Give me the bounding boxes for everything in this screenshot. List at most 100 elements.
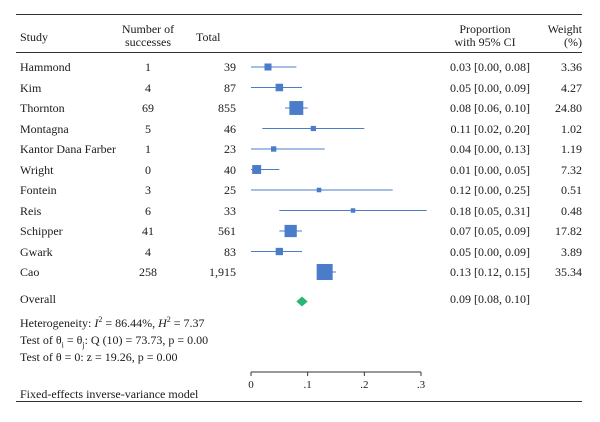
proportion-ci-text: 0.11 [0.02, 0.20]: [450, 121, 530, 136]
header-successes-line2: successes: [125, 35, 171, 49]
total-value: 40: [224, 162, 236, 177]
study-name: Thornton: [20, 101, 65, 115]
header-successes-line1: Number of: [121, 22, 175, 36]
weight-value: 4.27: [561, 80, 582, 95]
successes-value: 4: [145, 80, 151, 95]
header-proportion-line1: Proportion: [459, 22, 511, 36]
study-marker: [350, 208, 356, 213]
successes-value: 5: [145, 121, 151, 136]
weight-value: 3.89: [561, 244, 582, 259]
successes-value: 69: [142, 101, 154, 115]
total-value: 23: [224, 142, 236, 156]
total-value: 39: [224, 60, 236, 74]
successes-value: 6: [145, 203, 151, 218]
successes-value: 1: [145, 60, 151, 74]
weight-value: 35.34: [555, 265, 582, 279]
i2-value: = 86.44%,: [102, 316, 159, 330]
proportion-ci-text: 0.13 [0.12, 0.15]: [450, 265, 530, 279]
study-marker: [252, 165, 262, 174]
proportion-ci-text: 0.07 [0.05, 0.09]: [450, 224, 530, 238]
total-value: 855: [218, 101, 236, 115]
successes-value: 1: [145, 142, 151, 156]
total-value: 1,915: [209, 265, 236, 279]
overall-label: Overall: [20, 292, 56, 306]
study-marker: [316, 187, 322, 193]
successes-value: 41: [142, 224, 154, 238]
overall-ci-text: 0.09 [0.08, 0.10]: [450, 292, 530, 306]
weight-value: 7.32: [561, 162, 582, 177]
total-value: 87: [224, 80, 236, 95]
theta-sub-j: j: [82, 340, 85, 350]
homogeneity-test-line: Test of θi = θj: Q (10) = 73.73, p = 0.0…: [20, 333, 209, 350]
successes-value: 4: [145, 244, 151, 259]
heterogeneity-prefix: Heterogeneity:: [20, 316, 95, 330]
bottom-rule: [16, 401, 582, 402]
top-rule: [16, 14, 582, 15]
h2-symbol: H: [158, 316, 167, 330]
successes-value: 3: [145, 183, 151, 197]
homogeneity-prefix: Test of θ: [20, 333, 62, 347]
proportion-ci-text: 0.18 [0.05, 0.31]: [450, 203, 530, 218]
proportion-ci-text: 0.03 [0.00, 0.08]: [450, 60, 530, 74]
weight-value: 0.48: [561, 203, 582, 218]
study-name: Hammond: [20, 60, 71, 74]
study-marker: [264, 63, 272, 71]
proportion-ci-text: 0.05 [0.00, 0.09]: [450, 80, 530, 95]
study-name: Gwark: [20, 244, 53, 259]
study-name: Kim: [20, 80, 42, 95]
header-rule: [16, 52, 582, 53]
study-name: Kantor Dana Farber: [20, 142, 116, 156]
weight-value: 17.82: [555, 224, 582, 238]
h2-value: = 7.37: [170, 316, 205, 330]
homogeneity-mid: = θ: [63, 333, 83, 347]
proportion-ci-text: 0.05 [0.00, 0.09]: [450, 244, 530, 259]
successes-value: 0: [145, 162, 151, 177]
study-marker: [270, 146, 277, 152]
homogeneity-rest: : Q (10) = 73.73, p = 0.00: [84, 333, 209, 347]
header-weight-line2: (%): [564, 35, 582, 49]
header-total: Total: [196, 30, 221, 44]
proportion-ci-text: 0.04 [0.00, 0.13]: [450, 142, 530, 156]
study-marker: [275, 247, 283, 256]
header-study: Study: [20, 30, 49, 44]
successes-value: 258: [139, 265, 157, 279]
weight-value: 0.51: [561, 183, 582, 197]
overall-diamond: [296, 296, 308, 307]
study-marker: [289, 101, 304, 115]
weight-value: 3.36: [561, 60, 582, 74]
x-tick-label: .2: [360, 379, 368, 391]
study-name: Cao: [20, 265, 40, 279]
study-marker: [275, 83, 284, 92]
study-marker: [310, 125, 316, 132]
theta-sub-i: i: [61, 340, 64, 350]
study-name: Fontein: [20, 183, 57, 197]
weight-value: 1.02: [561, 121, 582, 136]
weight-value: 1.19: [561, 142, 582, 156]
total-value: 83: [224, 244, 236, 259]
study-name: Reis: [20, 203, 42, 218]
model-footer: Fixed-effects inverse-variance model: [20, 387, 199, 401]
heterogeneity-line: Heterogeneity: I2 = 86.44%, H2 = 7.37: [20, 315, 205, 331]
x-tick-label: .1: [304, 379, 312, 391]
total-value: 561: [218, 224, 236, 238]
proportion-ci-text: 0.08 [0.06, 0.10]: [450, 101, 530, 115]
study-name: Montagna: [20, 121, 69, 136]
proportion-ci-text: 0.01 [0.00, 0.05]: [450, 162, 530, 177]
weight-value: 24.80: [555, 101, 582, 115]
study-name: Schipper: [20, 224, 63, 238]
total-value: 25: [224, 183, 236, 197]
x-tick-label: .3: [417, 379, 426, 391]
proportion-ci-text: 0.12 [0.00, 0.25]: [450, 183, 530, 197]
i2-superscript: 2: [98, 315, 103, 324]
i2-symbol: I: [94, 316, 99, 330]
total-value: 46: [224, 121, 236, 136]
total-value: 33: [224, 203, 236, 218]
h2-superscript: 2: [166, 315, 171, 324]
header-weight-line1: Weight: [547, 22, 582, 36]
theta-zero-test-line: Test of θ = 0: z = 19.26, p = 0.00: [20, 350, 178, 364]
study-marker: [284, 224, 297, 238]
study-name: Wright: [20, 162, 54, 177]
header-proportion-line2: with 95% CI: [454, 35, 516, 49]
study-marker: [316, 264, 333, 280]
